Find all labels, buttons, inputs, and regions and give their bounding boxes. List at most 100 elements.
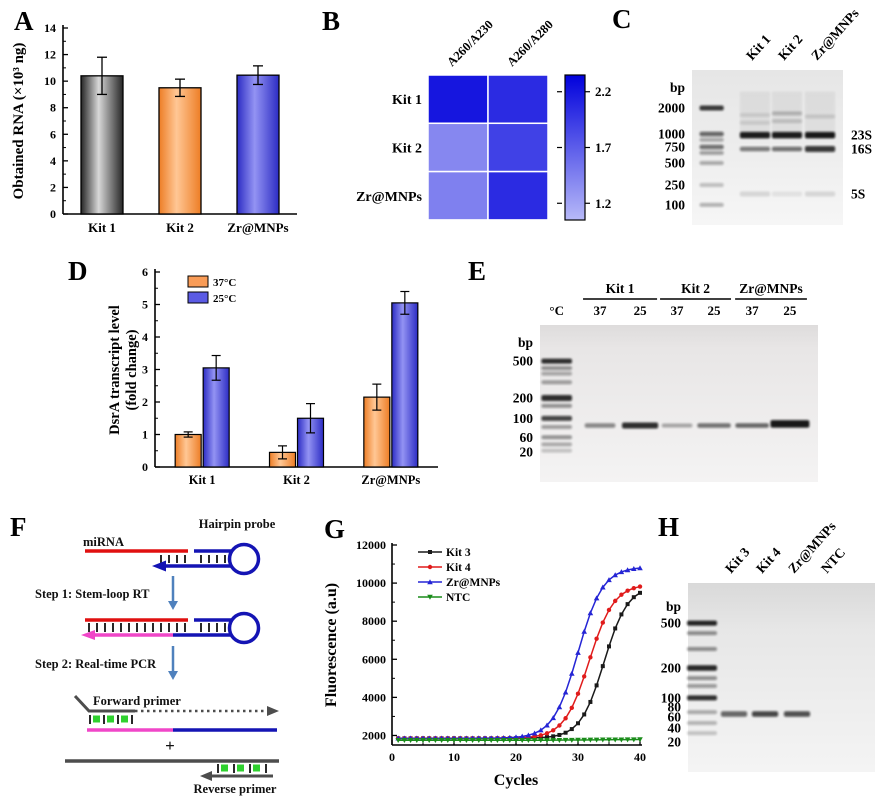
- marker-square: [631, 595, 636, 600]
- ladder-band: [699, 137, 724, 142]
- marker-circle: [606, 607, 612, 613]
- marker-triangle-down: [624, 737, 631, 743]
- extension-arrowhead: [267, 706, 279, 716]
- marker-triangle-down: [451, 738, 457, 744]
- ladder-band: [541, 435, 572, 440]
- marker-triangle-down: [476, 738, 482, 744]
- bar-Kit 1-37°C: [174, 433, 202, 468]
- ladder-band: [699, 202, 724, 207]
- y-tick-label: 10: [44, 74, 56, 88]
- marker-triangle-up: [550, 715, 556, 721]
- marker-triangle-down: [414, 738, 420, 744]
- marker-triangle-down: [494, 738, 501, 744]
- sample-band: [804, 131, 836, 139]
- ladder-band: [699, 105, 724, 111]
- marker-triangle-down: [618, 737, 625, 743]
- sample-band: [771, 111, 803, 116]
- row-label: Kit 2: [392, 141, 422, 156]
- y-axis-title: Fluorescence (a.u): [323, 583, 340, 707]
- panel-f-diagram-stem-loop-rt-pcr: miRNA Hairpin probe Step 1: Stem-loop RT: [35, 517, 279, 796]
- marker-circle: [588, 655, 593, 660]
- marker-triangle-up: [427, 579, 433, 585]
- panel-letter-g: G: [324, 514, 346, 544]
- marker-square: [607, 644, 611, 649]
- row-label: Kit 1: [392, 93, 422, 108]
- marker-circle: [557, 723, 562, 728]
- bar-Kit 1: [80, 75, 124, 215]
- marker-triangle-down: [488, 738, 494, 744]
- base-pair-ticks-top: [160, 555, 226, 563]
- hairpin-arrowhead: [152, 560, 166, 572]
- marker-square: [557, 732, 562, 737]
- x-tick-label: 10: [448, 750, 460, 764]
- probe-dyes-reverse: [217, 764, 267, 773]
- hairpin-probe-label: Hairpin probe: [199, 517, 276, 531]
- heatmap-cell-Zr@MNPs-A260/A230: [427, 170, 489, 221]
- marker-circle: [637, 584, 643, 589]
- temperature-label: 37: [671, 303, 685, 318]
- legend-label: 37°C: [213, 277, 236, 289]
- sample-band: [661, 423, 693, 428]
- marker-square: [538, 735, 543, 740]
- y-tick-label: 3: [142, 363, 148, 377]
- sample-band: [771, 119, 803, 124]
- lane-smear: [739, 91, 771, 132]
- marker-square: [613, 626, 618, 631]
- legend-label: 25°C: [213, 293, 236, 305]
- ladder-band: [541, 395, 572, 402]
- marker-circle: [575, 691, 581, 696]
- sample-band: [739, 131, 771, 139]
- marker-triangle-down: [426, 738, 432, 744]
- colorbar-tick-label: 1.2: [595, 196, 611, 211]
- lane-label: Kit 1: [743, 31, 774, 63]
- ladder-band: [687, 710, 717, 715]
- marker-triangle-up: [593, 595, 600, 601]
- y-tick-label: 12: [44, 48, 56, 62]
- panel-a-bar-chart-obtained-rna: 0 2 4 6 8 10 12 14 Obtained RNA (×10³ ng) Kit 1 Ki…: [11, 21, 297, 235]
- forward-primer-strand: [73, 694, 135, 713]
- y-tick-label: 0: [50, 207, 56, 221]
- temperature-label: 25: [783, 303, 797, 318]
- x-category-label: Zr@MNPs: [361, 473, 420, 487]
- x-category-label: Zr@MNPs: [227, 220, 288, 235]
- y-tick-label: 2: [50, 180, 56, 194]
- ladder-band: [687, 646, 717, 651]
- ladder-size-label: 60: [520, 430, 534, 445]
- rna-species-label: 5S: [851, 187, 865, 202]
- y-tick-label: 4: [50, 154, 56, 168]
- marker-circle: [563, 716, 568, 721]
- step1-arrowhead: [168, 601, 178, 610]
- y-tick-label: 10000: [356, 576, 386, 590]
- marker-triangle-up: [544, 722, 550, 728]
- marker-triangle-up: [525, 732, 532, 738]
- y-axis-title-line2: (fold change): [124, 329, 140, 410]
- series-Kit 4: [396, 584, 643, 741]
- legend-item-Kit 3: Kit 3: [418, 547, 471, 559]
- x-tick-label: 0: [389, 750, 395, 764]
- sample-band: [804, 114, 836, 119]
- y-tick-label: 6: [50, 127, 56, 141]
- marker-triangle-down: [438, 738, 445, 744]
- group-label: Zr@MNPs: [739, 281, 803, 296]
- y-axis-title-line1: DsrA transcript level: [107, 305, 123, 435]
- ladder-band: [687, 631, 717, 636]
- heatmap-cell-Kit 2-A260/A280: [487, 122, 549, 173]
- y-tick-label: 0: [142, 460, 148, 474]
- heatmap-cell-Kit 1-A260/A280: [487, 74, 549, 125]
- legend-label: Kit 4: [446, 562, 471, 574]
- panel-letter-c: C: [612, 4, 632, 34]
- heatmap-cell-Kit 1-A260/A230: [427, 74, 489, 125]
- marker-triangle-down: [575, 737, 581, 743]
- sample-band: [720, 711, 748, 717]
- marker-triangle-up: [618, 569, 625, 575]
- marker-triangle-down: [556, 737, 563, 743]
- marker-circle: [582, 674, 587, 679]
- ladder-band: [687, 721, 717, 726]
- base-pair-ticks-middle: [88, 623, 226, 632]
- marker-triangle-down: [457, 738, 463, 744]
- y-tick-label: 6000: [362, 652, 386, 666]
- marker-triangle-down: [427, 594, 433, 600]
- y-tick-label: 1: [142, 428, 148, 442]
- marker-triangle-down: [538, 738, 544, 744]
